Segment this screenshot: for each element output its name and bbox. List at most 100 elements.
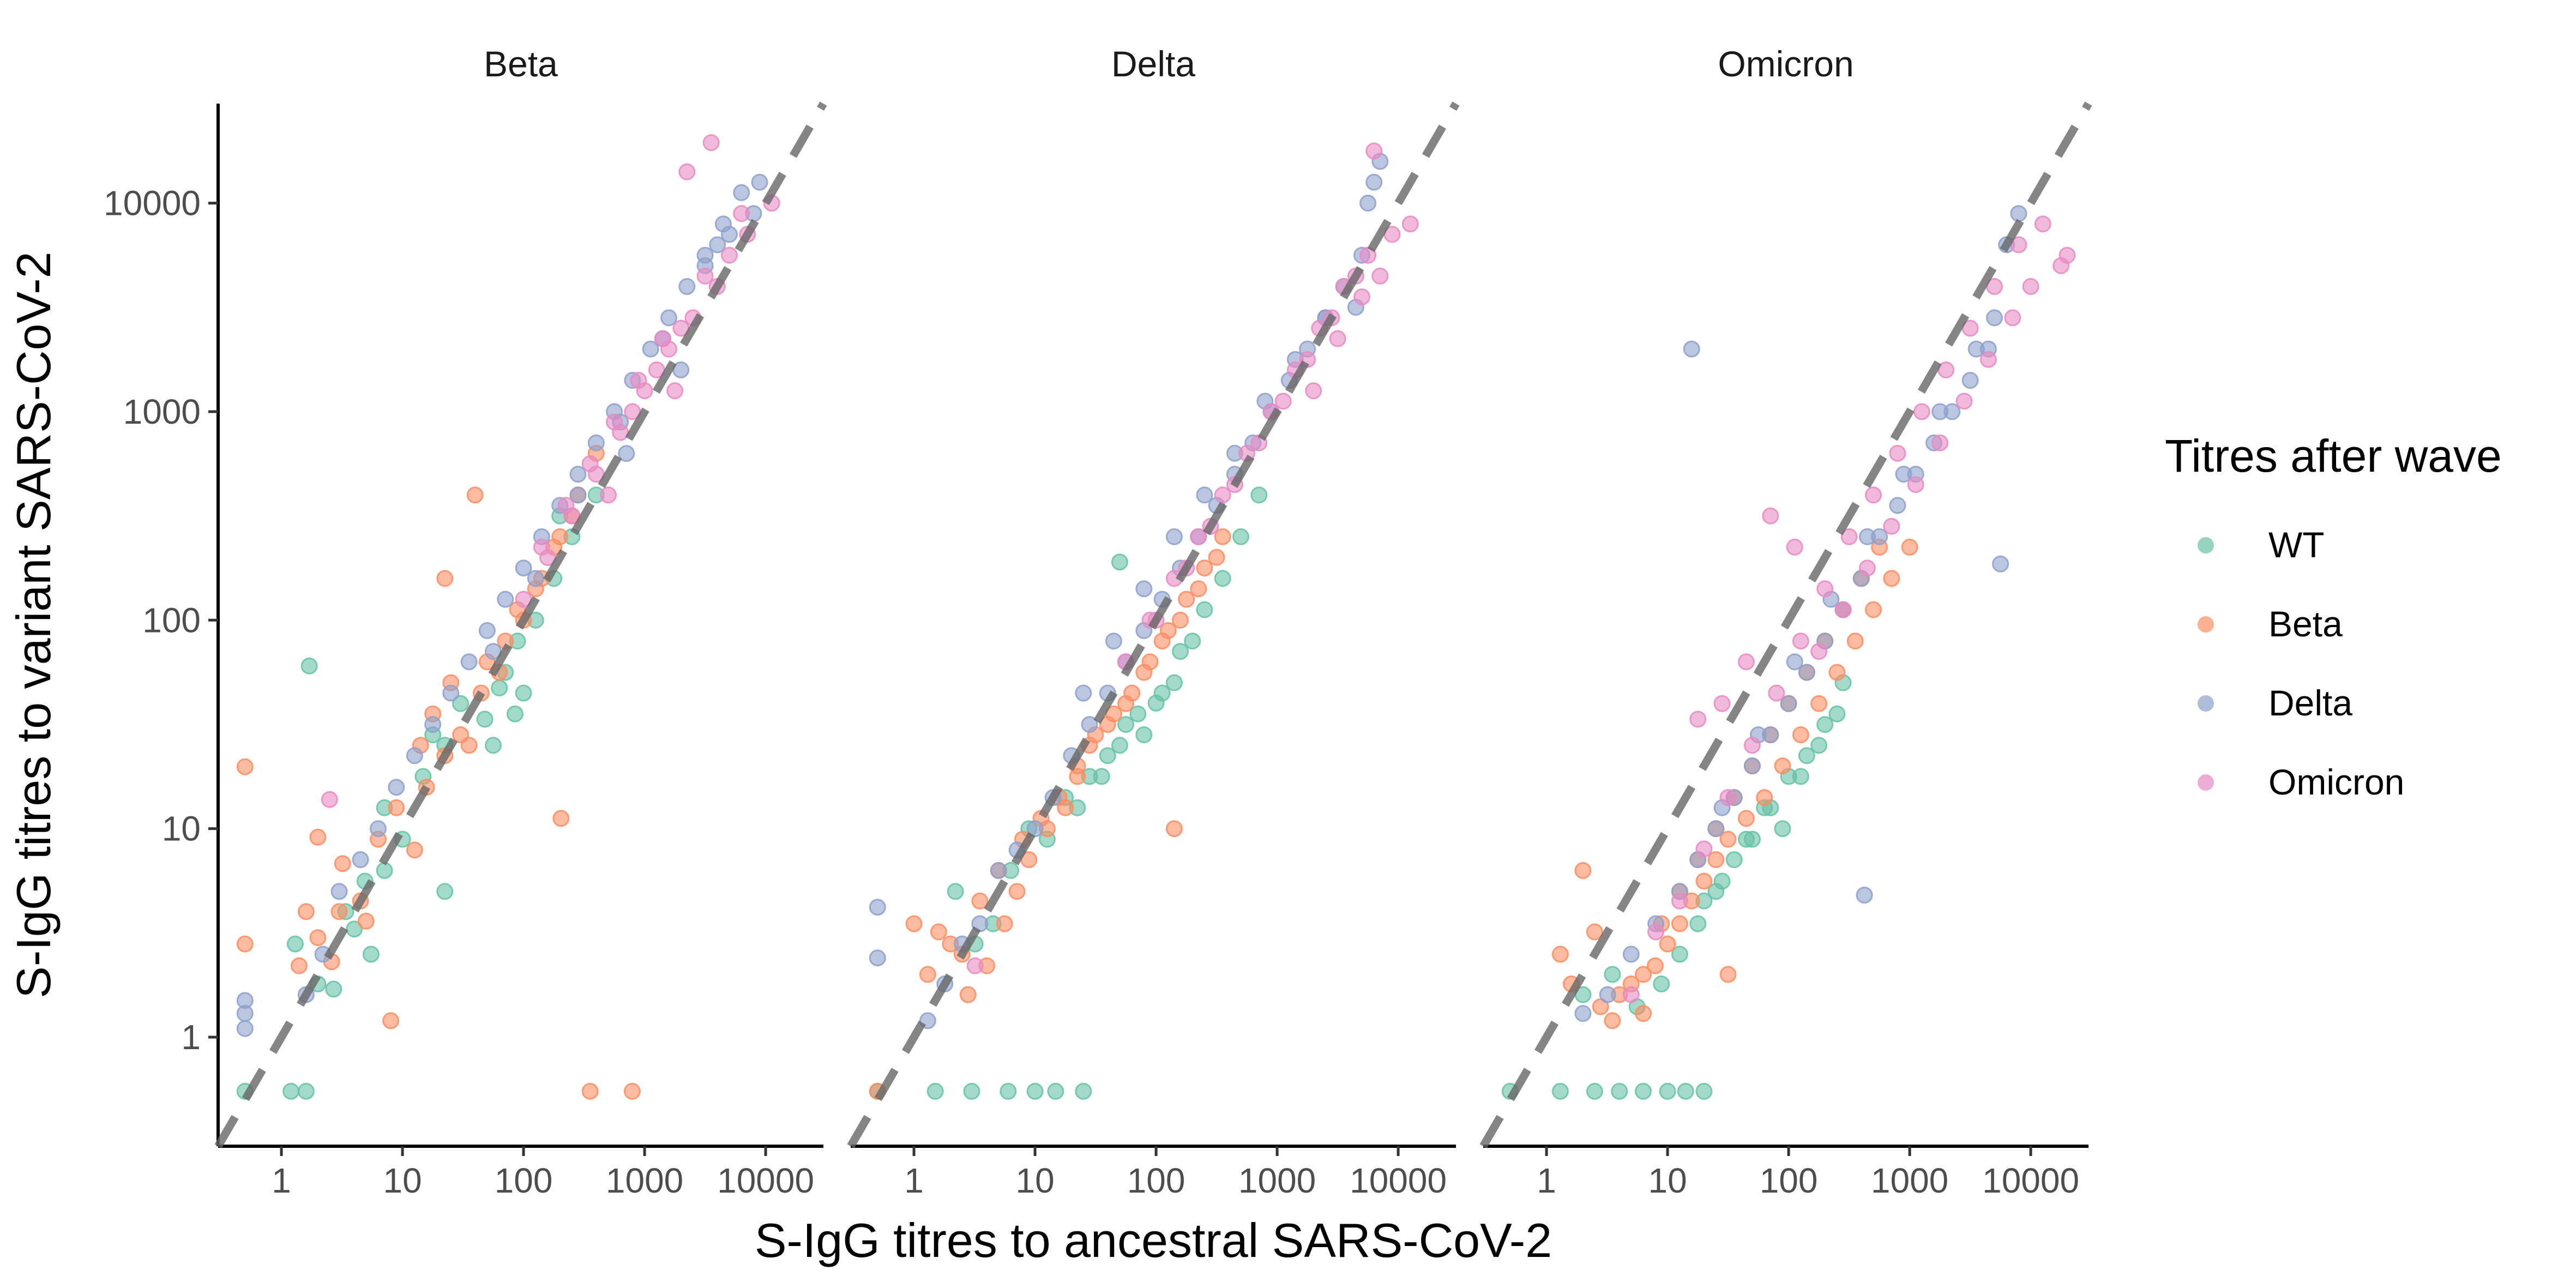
data-point-wt — [1250, 486, 1268, 504]
data-point-beta — [1159, 622, 1177, 639]
x-tick-label: 100 — [1127, 1161, 1185, 1200]
data-point-omicron — [1931, 434, 1949, 452]
legend-label-wt: WT — [2268, 525, 2325, 565]
data-point-delta — [569, 466, 587, 483]
data-point-wt — [1099, 747, 1116, 765]
data-point-wt — [1635, 1082, 1652, 1100]
facet-title-delta: Delta — [1111, 44, 1195, 84]
data-point-wt — [1713, 872, 1731, 890]
data-point-omicron — [1689, 711, 1707, 728]
data-point-wt — [485, 737, 502, 754]
data-point-wt — [1828, 705, 1846, 723]
y-tick-label: 100 — [142, 600, 201, 640]
data-point-delta — [527, 570, 544, 587]
data-point-delta — [1196, 486, 1213, 504]
data-point-beta — [1208, 549, 1225, 566]
data-point-wt — [1232, 528, 1249, 545]
data-point-beta — [297, 903, 315, 920]
y-axis-title: S-IgG titres to variant SARS-CoV-2 — [7, 251, 61, 998]
data-point-omicron — [1816, 580, 1834, 598]
data-point-beta — [552, 810, 570, 827]
data-point-wt — [1774, 820, 1791, 838]
data-point-wt — [1000, 1082, 1017, 1100]
legend-label-beta: Beta — [2268, 604, 2343, 644]
data-point-beta — [1792, 726, 1809, 743]
data-point-omicron — [1743, 737, 1761, 754]
data-point-omicron — [1913, 403, 1930, 420]
data-point-delta — [587, 434, 605, 452]
data-point-wt — [1677, 1082, 1694, 1100]
data-point-wt — [1184, 633, 1201, 650]
data-point-beta — [1141, 653, 1159, 671]
legend: Titres after wave WT Beta Delta Omicron — [2165, 430, 2502, 802]
legend-item-delta: Delta — [2198, 683, 2352, 723]
data-point-wt — [1611, 1082, 1628, 1100]
data-point-omicron — [1713, 695, 1731, 712]
data-point-delta — [1798, 664, 1815, 681]
data-point-delta — [1858, 528, 1876, 545]
data-point-wt — [1135, 726, 1153, 743]
data-point-beta — [1551, 946, 1569, 963]
x-tick-label: 10000 — [1982, 1161, 2079, 1200]
y-tick-label: 10 — [162, 809, 201, 848]
data-point-beta — [466, 486, 484, 504]
data-point-omicron — [1858, 559, 1876, 577]
x-tick-label: 100 — [495, 1161, 553, 1200]
x-tick-label: 10 — [1648, 1161, 1687, 1200]
data-point-wt — [1695, 1082, 1713, 1100]
data-point-beta — [309, 929, 327, 947]
data-point-omicron — [1762, 507, 1779, 525]
x-tick-label: 1000 — [1238, 1161, 1316, 1200]
data-point-wt — [1093, 768, 1110, 785]
data-point-wt — [491, 679, 508, 697]
data-point-delta — [1931, 403, 1949, 420]
data-point-beta — [1719, 830, 1737, 848]
x-tick-label: 1000 — [606, 1161, 683, 1200]
legend-label-omicron: Omicron — [2268, 762, 2404, 802]
legend-label-delta: Delta — [2268, 683, 2352, 723]
data-point-wt — [1737, 830, 1755, 848]
data-point-delta — [1961, 372, 1979, 389]
data-point-omicron — [1792, 633, 1809, 650]
data-point-omicron — [1371, 267, 1389, 285]
data-point-omicron — [966, 957, 984, 974]
data-point-beta — [1123, 684, 1141, 702]
data-point-delta — [1105, 633, 1122, 650]
data-point-beta — [1865, 601, 1882, 618]
legend-item-wt: WT — [2198, 525, 2325, 565]
data-point-omicron — [1889, 444, 1906, 462]
x-tick-group: 1 10 100 1000 10000 — [272, 1146, 814, 1200]
data-point-wt — [297, 1082, 315, 1100]
data-point-wt — [1111, 553, 1128, 571]
data-point-delta — [618, 445, 635, 462]
data-point-wt — [926, 1082, 944, 1100]
y-tick-label: 1 — [181, 1018, 201, 1057]
data-point-delta — [1707, 820, 1725, 838]
data-point-wt — [376, 862, 393, 879]
data-point-delta — [1889, 497, 1906, 514]
data-point-beta — [1719, 966, 1737, 983]
data-point-beta — [309, 828, 327, 846]
data-point-omicron — [1865, 486, 1882, 504]
data-point-omicron — [1737, 653, 1755, 671]
data-point-wt — [286, 935, 304, 953]
legend-swatch-beta — [2198, 616, 2214, 633]
legend-item-beta: Beta — [2198, 604, 2343, 644]
data-point-beta — [1008, 883, 1026, 900]
data-point-beta — [406, 841, 423, 859]
data-point-delta — [352, 851, 369, 868]
data-point-beta — [1178, 591, 1195, 608]
data-point-omicron — [666, 382, 684, 400]
data-point-omicron — [1305, 382, 1322, 400]
data-point-delta — [733, 184, 750, 201]
facet-panel-beta: Beta 1 10 100 1000 10000 1 10 100 1000 10000 — [104, 44, 827, 1200]
data-point-delta — [236, 1020, 254, 1037]
data-point-beta — [1695, 872, 1713, 890]
data-point-beta — [1574, 862, 1592, 879]
data-point-delta — [1622, 946, 1640, 963]
data-point-beta — [1774, 757, 1791, 774]
data-point-omicron — [1955, 393, 1973, 410]
data-point-beta — [1646, 957, 1664, 974]
data-point-beta — [1659, 935, 1676, 953]
data-point-wt — [1117, 716, 1134, 733]
